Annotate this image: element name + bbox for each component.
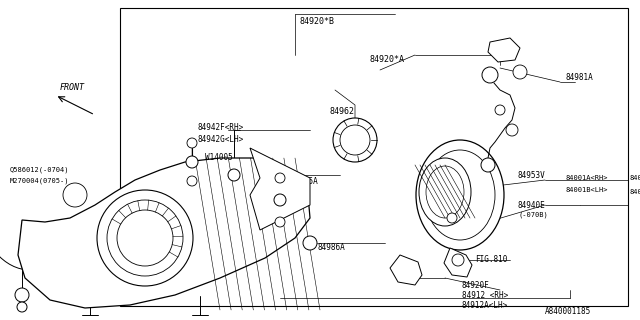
Circle shape	[186, 156, 198, 168]
Circle shape	[275, 217, 285, 227]
Text: 57785A: 57785A	[290, 178, 317, 187]
Circle shape	[506, 124, 518, 136]
Circle shape	[340, 125, 370, 155]
Text: FIG.810: FIG.810	[475, 255, 508, 265]
Text: 84942G<LH>: 84942G<LH>	[198, 135, 244, 145]
Circle shape	[228, 169, 240, 181]
Circle shape	[303, 236, 317, 250]
Ellipse shape	[416, 140, 504, 250]
Circle shape	[447, 213, 457, 223]
Text: 84920F: 84920F	[462, 281, 490, 290]
Circle shape	[17, 302, 27, 312]
Text: 84920*B: 84920*B	[300, 18, 335, 27]
Circle shape	[481, 158, 495, 172]
Bar	[120, 8, 628, 306]
Text: 84981A: 84981A	[565, 74, 593, 83]
Text: Q586012(-0704): Q586012(-0704)	[10, 167, 70, 173]
Circle shape	[63, 183, 87, 207]
Text: 84953V: 84953V	[518, 171, 546, 180]
Text: 84001A<RH>: 84001A<RH>	[630, 175, 640, 181]
Circle shape	[452, 254, 464, 266]
Text: 84001B<LH>: 84001B<LH>	[565, 187, 607, 193]
Circle shape	[97, 190, 193, 286]
Circle shape	[333, 118, 377, 162]
Text: A840001185: A840001185	[545, 308, 591, 316]
Ellipse shape	[419, 158, 471, 226]
Text: 84001A<RH>: 84001A<RH>	[565, 175, 607, 181]
Polygon shape	[250, 148, 310, 230]
Circle shape	[275, 173, 285, 183]
Circle shape	[187, 138, 197, 148]
Circle shape	[513, 65, 527, 79]
Text: 84912 <RH>: 84912 <RH>	[462, 292, 508, 300]
Polygon shape	[444, 248, 472, 277]
Text: M270004(0705-): M270004(0705-)	[10, 178, 70, 184]
Text: 84986A: 84986A	[318, 244, 346, 252]
Ellipse shape	[426, 166, 464, 218]
Polygon shape	[18, 158, 310, 308]
Text: FRONT: FRONT	[60, 84, 84, 92]
Polygon shape	[488, 38, 520, 62]
Circle shape	[117, 210, 173, 266]
Polygon shape	[390, 255, 422, 285]
Text: 84912A<LH>: 84912A<LH>	[462, 300, 508, 309]
Circle shape	[482, 67, 498, 83]
Circle shape	[274, 194, 286, 206]
Text: 84940E: 84940E	[518, 201, 546, 210]
Text: (-070B): (-070B)	[518, 212, 548, 218]
Circle shape	[107, 200, 183, 276]
Circle shape	[495, 105, 505, 115]
Text: 84920*A: 84920*A	[370, 55, 405, 65]
Circle shape	[15, 288, 29, 302]
Text: 84942F<RH>: 84942F<RH>	[198, 124, 244, 132]
Text: W14005: W14005	[205, 154, 233, 163]
Circle shape	[187, 176, 197, 186]
Text: 84962: 84962	[330, 108, 355, 116]
Text: 84001B<LH>: 84001B<LH>	[630, 189, 640, 195]
Ellipse shape	[425, 150, 495, 240]
